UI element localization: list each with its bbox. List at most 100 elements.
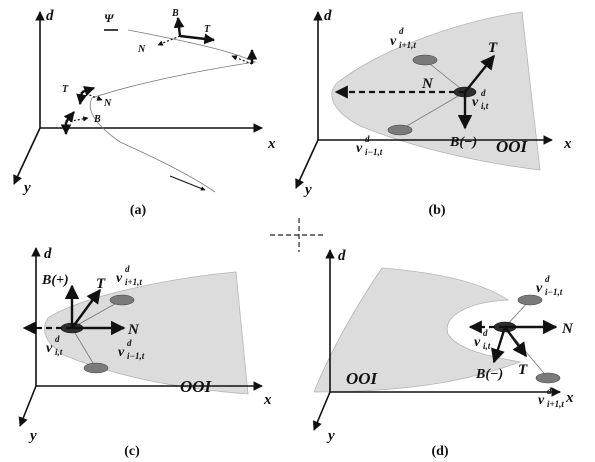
trajectory-curve — [89, 29, 257, 193]
link-prev-b — [399, 91, 466, 131]
center-cross — [270, 218, 326, 252]
svg-text:d: d — [545, 274, 550, 284]
svg-text:v: v — [118, 345, 125, 360]
frame-top-n-label: N — [137, 44, 146, 55]
axis-y — [295, 139, 319, 189]
link-prev-c — [71, 327, 97, 369]
frame-left-b-vector — [76, 91, 87, 106]
v-next-label-b: v d i+1,t — [390, 26, 416, 50]
point-next-c — [109, 294, 135, 306]
caption-c: (c) — [124, 444, 140, 459]
svg-text:i,t: i,t — [481, 101, 489, 111]
point-prev-d — [517, 294, 543, 306]
svg-text:v: v — [356, 141, 363, 156]
b-label-d: B(−) — [475, 367, 503, 382]
svg-text:i+1,t: i+1,t — [399, 40, 416, 50]
svg-text:d: d — [365, 134, 370, 144]
svg-text:d: d — [483, 328, 488, 338]
axis-y — [18, 385, 37, 427]
n-label-d: N — [561, 321, 574, 337]
svg-text:i−1,t: i−1,t — [127, 351, 145, 361]
axis-d-label: d — [324, 8, 332, 24]
axis-y-label: y — [22, 180, 31, 196]
svg-text:i−1,t: i−1,t — [365, 147, 383, 157]
point-prev-b — [387, 124, 413, 136]
frame-left-t-vector — [81, 85, 96, 97]
svg-text:v: v — [116, 271, 123, 286]
frame-right-n-vector — [231, 55, 253, 65]
svg-text:i,t: i,t — [483, 341, 491, 351]
svg-text:i,t: i,t — [55, 347, 63, 357]
frame-bottom-t-vector — [63, 111, 75, 123]
panel-c: d x y B(+) T N OOI v d i+1,t v d i,t v d… — [18, 246, 272, 459]
v-next-label-d: v d i+1,t — [538, 386, 564, 409]
axis-y-label: y — [28, 428, 37, 444]
caption-d: (d) — [431, 444, 448, 459]
svg-text:d: d — [55, 334, 60, 344]
frame-left-n-vector — [81, 91, 103, 101]
v-prev-label-b: v d i−1,t — [356, 134, 383, 157]
t-vector-b — [464, 54, 495, 93]
link-next-b — [424, 59, 466, 93]
axis-x-label: x — [563, 136, 572, 152]
psi-label: Ψ — [104, 11, 115, 25]
svg-text:d: d — [399, 26, 404, 36]
ooi-label-c: OOI — [180, 377, 213, 396]
ooi-label-d: OOI — [346, 369, 379, 388]
svg-text:v: v — [390, 34, 397, 49]
svg-text:d: d — [125, 264, 130, 274]
svg-text:i+1,t: i+1,t — [125, 277, 142, 287]
panel-b: d x y T N B(−) OOI v d i+1,t v d i,t v d… — [295, 8, 572, 218]
svg-text:d: d — [127, 338, 132, 348]
panel-a: d x y Ψ B T N T N B (a) — [13, 8, 276, 218]
trajectory-end-arrow — [169, 175, 206, 191]
svg-text:d: d — [481, 88, 486, 98]
v-cur-label-c: v d i,t — [46, 334, 63, 357]
svg-text:d: d — [547, 386, 552, 396]
axis-y — [13, 127, 41, 185]
svg-text:v: v — [46, 341, 53, 356]
svg-text:i−1,t: i−1,t — [545, 287, 563, 297]
point-next-b — [412, 54, 438, 66]
axis-x-label: x — [267, 136, 276, 152]
ooi-region-b — [331, 11, 541, 171]
frame-top-b-label: B — [171, 8, 179, 19]
frame-top-t-vector — [179, 33, 216, 45]
v-cur-label-d: v d i,t — [474, 328, 491, 351]
t-vector-c — [71, 288, 101, 329]
axis-y-label: y — [326, 428, 335, 444]
axis-x-label: x — [565, 390, 574, 406]
ooi-label-b: OOI — [496, 137, 529, 156]
panel-d: d x y N T B(−) OOI v d i−1,t v d i,t v d… — [312, 248, 574, 459]
b-vector-d — [491, 326, 507, 364]
axis-x-label: x — [263, 392, 272, 408]
caption-b: (b) — [428, 203, 445, 218]
t-label-b: T — [488, 40, 498, 56]
link-next-c — [71, 299, 123, 329]
axis-y — [312, 391, 331, 431]
t-vector-d — [504, 326, 527, 358]
b-label-c: B(+) — [41, 273, 69, 288]
svg-text:v: v — [474, 335, 481, 350]
svg-text:v: v — [538, 393, 545, 408]
frame-left-t-label: T — [62, 84, 69, 95]
caption-a: (a) — [130, 203, 147, 218]
axis-d-label: d — [44, 246, 52, 262]
frame-top-b-vector — [173, 16, 185, 37]
svg-text:v: v — [472, 95, 479, 110]
t-label-d: T — [518, 362, 528, 378]
point-prev-c — [83, 362, 109, 374]
t-label-c: T — [96, 276, 106, 292]
point-next-d — [535, 372, 561, 384]
svg-text:i+1,t: i+1,t — [547, 399, 564, 409]
svg-text:v: v — [536, 281, 543, 296]
frame-top-n-vector — [157, 35, 181, 46]
frame-left-n-label: N — [103, 98, 112, 109]
axis-d-label: d — [46, 8, 54, 24]
axis-y-label: y — [303, 182, 312, 198]
frame-bottom-b-label: B — [93, 114, 101, 125]
frame-top-t-label: T — [204, 24, 211, 35]
v-prev-label-c: v d i−1,t — [118, 338, 145, 361]
v-prev-label-d: v d i−1,t — [536, 274, 563, 297]
